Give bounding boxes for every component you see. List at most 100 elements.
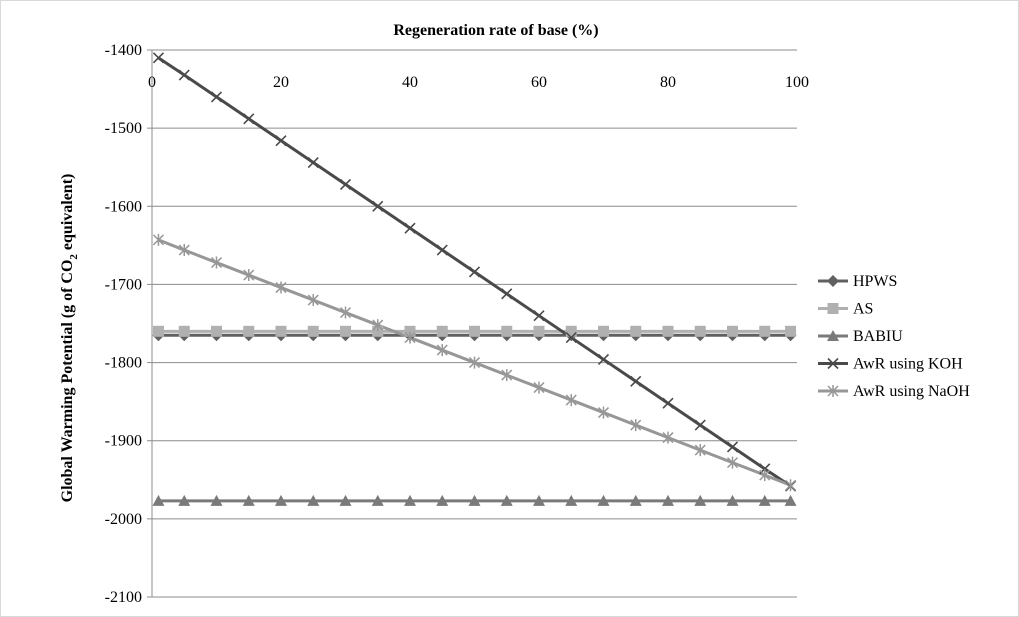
data-point-4 xyxy=(597,406,610,419)
data-point-4 xyxy=(404,331,416,344)
legend-marker xyxy=(827,303,839,314)
data-point-2 xyxy=(694,494,707,506)
y-tick-label: -1700 xyxy=(105,276,142,293)
x-tick-label: 0 xyxy=(148,74,156,91)
data-point-4 xyxy=(307,294,319,307)
axes: -1400 -1500 -1600 -1700 -1800 -1900 -2000 -2100… xyxy=(105,42,809,606)
series-markers xyxy=(152,52,797,506)
data-point-3 xyxy=(178,69,190,81)
data-point-4 xyxy=(372,319,384,332)
data-point-1 xyxy=(243,325,255,337)
data-point-1 xyxy=(211,325,222,337)
data-point-2 xyxy=(436,494,449,506)
legend: HPWS AS BABIU AwR using KOH AwR using NaOH xyxy=(818,273,970,400)
x-tick-label: 100 xyxy=(785,74,809,91)
data-point-3 xyxy=(275,135,287,147)
data-point-4 xyxy=(785,479,797,492)
data-point-1 xyxy=(598,325,609,337)
y-axis-title: Global Warming Potential (g of CO2 equiv… xyxy=(59,174,80,503)
data-point-1 xyxy=(152,325,164,337)
x-tick-label: 40 xyxy=(402,74,418,91)
y-tick-label: -2000 xyxy=(105,511,142,528)
data-point-4 xyxy=(565,394,577,407)
data-point-1 xyxy=(404,325,416,337)
data-point-2 xyxy=(242,494,255,506)
legend-marker xyxy=(827,357,839,370)
data-point-2 xyxy=(500,494,513,506)
data-point-4 xyxy=(436,344,448,357)
data-point-3 xyxy=(662,397,674,409)
y-axis-title-subscript: 2 xyxy=(68,254,80,260)
data-point-1 xyxy=(727,325,738,337)
data-point-4 xyxy=(339,306,352,319)
data-point-2 xyxy=(784,494,797,506)
data-point-2 xyxy=(307,494,320,506)
data-point-3 xyxy=(501,288,513,300)
data-point-4 xyxy=(243,269,255,282)
x-tick-label: 60 xyxy=(531,74,547,91)
data-point-4 xyxy=(178,244,190,257)
data-point-1 xyxy=(694,325,706,337)
y-tick-label: -1600 xyxy=(105,198,142,215)
data-point-3 xyxy=(726,441,739,453)
data-point-2 xyxy=(178,494,191,506)
data-point-2 xyxy=(339,494,352,506)
data-point-3 xyxy=(404,222,416,234)
legend-marker xyxy=(827,275,839,287)
y-tick-label: -2100 xyxy=(105,589,142,606)
data-point-3 xyxy=(152,52,165,64)
data-point-2 xyxy=(275,494,287,506)
data-point-2 xyxy=(404,494,416,506)
data-point-1 xyxy=(275,325,287,337)
data-point-2 xyxy=(565,494,578,506)
data-point-1 xyxy=(307,325,319,337)
data-point-1 xyxy=(630,325,642,337)
data-point-1 xyxy=(662,325,674,337)
data-point-1 xyxy=(340,325,351,337)
data-point-1 xyxy=(469,325,480,337)
data-point-4 xyxy=(759,469,771,482)
data-point-2 xyxy=(662,494,674,506)
data-point-3 xyxy=(597,353,610,366)
y-tick-label: -1500 xyxy=(105,120,142,137)
data-point-1 xyxy=(436,325,448,337)
y-tick-label: -1800 xyxy=(105,355,142,372)
data-point-4 xyxy=(468,356,481,369)
data-point-1 xyxy=(565,325,577,337)
y-axis-title-tail: equivalent) xyxy=(59,174,76,254)
data-point-4 xyxy=(662,431,674,444)
legend-marker xyxy=(827,330,839,341)
data-point-2 xyxy=(758,494,771,506)
legend-label: BABIU xyxy=(853,328,903,345)
y-tick-label: -1900 xyxy=(105,433,142,450)
data-point-3 xyxy=(630,375,642,387)
data-point-2 xyxy=(597,494,610,506)
legend-marker xyxy=(827,385,839,397)
data-point-4 xyxy=(275,281,287,294)
data-point-3 xyxy=(694,419,706,431)
data-point-2 xyxy=(726,494,739,506)
data-point-2 xyxy=(152,494,165,506)
legend-label: AwR using NaOH xyxy=(853,383,970,400)
data-point-2 xyxy=(533,494,545,506)
data-point-3 xyxy=(243,113,255,125)
data-point-1 xyxy=(785,325,797,337)
data-point-4 xyxy=(630,419,642,432)
legend-label: HPWS xyxy=(853,273,897,290)
data-point-2 xyxy=(629,494,642,506)
data-point-4 xyxy=(501,369,513,382)
data-point-3 xyxy=(210,91,223,103)
data-point-3 xyxy=(436,244,448,256)
data-point-3 xyxy=(565,332,577,344)
data-point-4 xyxy=(152,233,164,246)
data-point-4 xyxy=(694,444,706,457)
data-point-2 xyxy=(468,494,481,506)
data-point-1 xyxy=(372,325,384,337)
legend-label: AS xyxy=(853,301,873,318)
data-point-2 xyxy=(371,494,384,506)
x-tick-label: 80 xyxy=(660,74,676,91)
legend-label: AwR using KOH xyxy=(853,356,963,373)
y-axis-title-main: Global Warming Potential (g of CO xyxy=(59,260,76,503)
